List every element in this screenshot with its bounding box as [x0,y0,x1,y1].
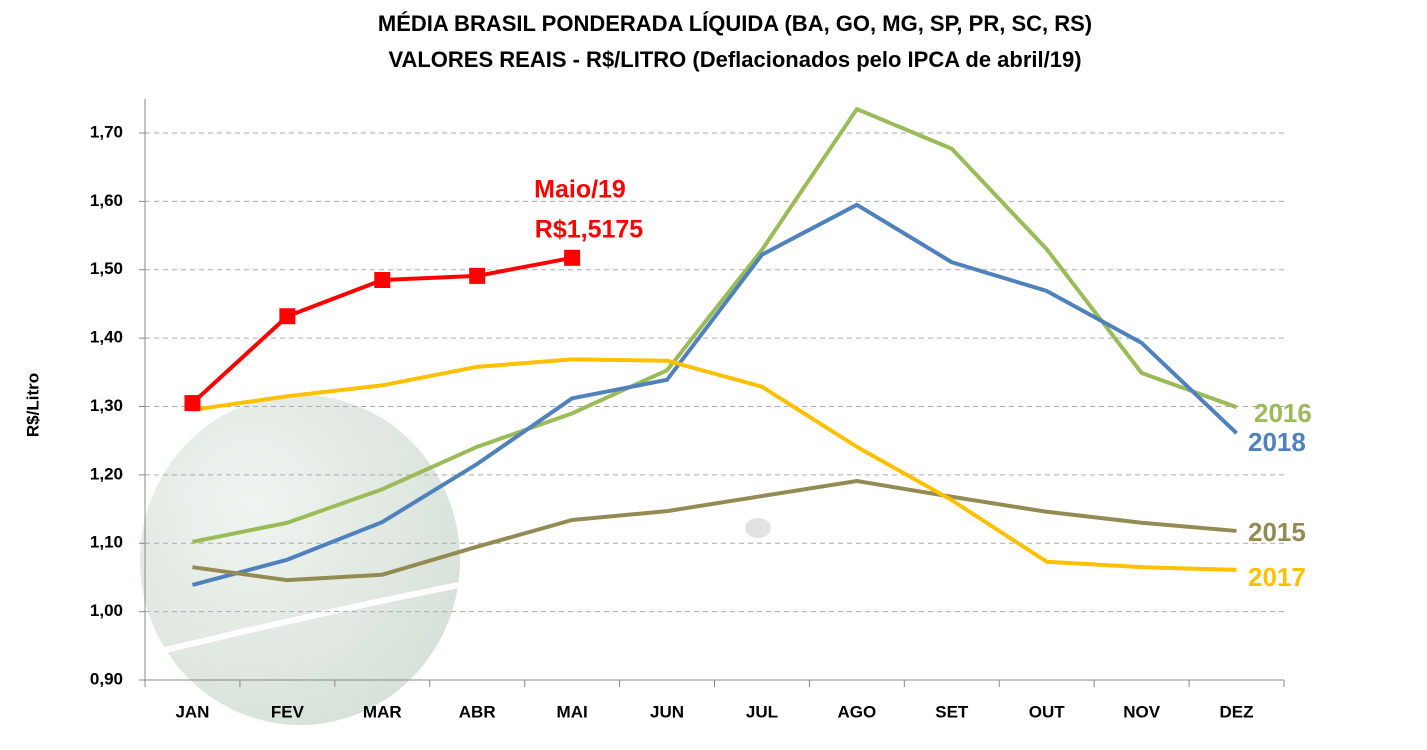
chart-title: MÉDIA BRASIL PONDERADA LÍQUIDA (BA, GO, … [378,11,1092,36]
y-tick-label: 1,50 [90,259,123,278]
point-marker [564,249,581,266]
x-tick-label: DEZ [1220,702,1254,721]
annotation: R$1,5175 [535,216,644,244]
point-marker [374,272,391,289]
series-line [192,357,1237,572]
y-tick-label: 1,30 [90,396,123,415]
series-label: 2018 [1248,427,1306,457]
series-label: 2017 [1248,562,1306,592]
y-tick-label: 1,60 [90,191,123,210]
x-tick-label: OUT [1029,702,1066,721]
series-line [192,479,1237,583]
y-tick-label: 1,10 [90,533,123,552]
annotation: Maio/19 [534,176,626,204]
point-marker [469,267,486,284]
x-tick-label: ABR [459,702,496,721]
y-tick-label: 1,20 [90,464,123,483]
series-line [192,107,1238,544]
x-tick-label: JAN [175,702,209,721]
x-tick-label: AGO [838,702,877,721]
point-marker [184,395,201,412]
series-label: 2016 [1254,398,1312,428]
y-axis-title: R$/Litro [23,373,42,437]
x-tick-label: MAR [363,702,402,721]
series-line [191,202,1238,587]
y-tick-label: 1,70 [90,122,123,141]
x-tick-label: JUL [746,702,778,721]
series-label: 2015 [1248,517,1306,547]
y-tick-label: 1,00 [90,601,123,620]
x-tick-label: SET [935,702,969,721]
y-tick-label: 0,90 [90,669,123,688]
x-tick-label: FEV [271,702,305,721]
background-decoration [140,395,771,725]
x-tick-label: JUN [650,702,684,721]
y-tick-label: 1,40 [90,328,123,347]
point-marker [279,308,296,325]
chart-subtitle: VALORES REAIS - R$/LITRO (Deflacionados … [388,47,1081,72]
x-tick-label: MAI [557,702,588,721]
x-tick-label: NOV [1123,702,1161,721]
